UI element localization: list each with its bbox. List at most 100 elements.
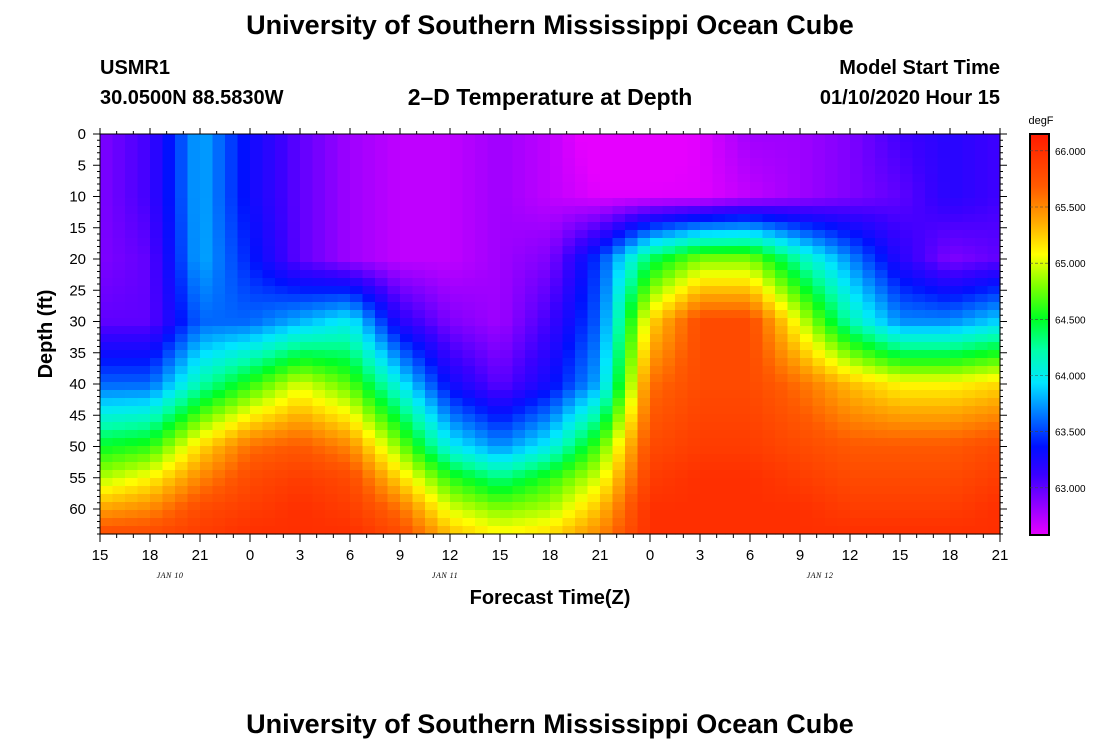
heatmap-cell <box>500 150 514 159</box>
heatmap-cell <box>975 318 989 327</box>
heatmap-cell <box>612 486 626 495</box>
heatmap-cell <box>462 326 476 335</box>
heatmap-cell <box>812 142 826 151</box>
heatmap-cell <box>125 502 139 511</box>
heatmap-cell <box>250 230 264 239</box>
heatmap-cell <box>700 238 714 247</box>
heatmap-cell <box>975 390 989 399</box>
heatmap-cell <box>312 342 326 351</box>
heatmap-cell <box>287 182 301 191</box>
heatmap-cell <box>562 398 576 407</box>
heatmap-cell <box>537 158 551 167</box>
heatmap-cell <box>287 206 301 215</box>
heatmap-cell <box>437 454 451 463</box>
heatmap-cell <box>525 302 539 311</box>
heatmap-cell <box>200 182 214 191</box>
heatmap-cell <box>650 382 664 391</box>
heatmap-cell <box>600 446 614 455</box>
heatmap-cell <box>687 454 701 463</box>
heatmap-cell <box>462 390 476 399</box>
heatmap-cell <box>750 150 764 159</box>
heatmap-cell <box>625 190 639 199</box>
heatmap-cell <box>825 254 839 263</box>
heatmap-cell <box>862 350 876 359</box>
heatmap-cell <box>612 518 626 527</box>
y-tick-label: 45 <box>69 407 86 424</box>
heatmap-cell <box>225 238 239 247</box>
heatmap-cell <box>612 334 626 343</box>
heatmap-cell <box>750 246 764 255</box>
heatmap-cell <box>737 422 751 431</box>
heatmap-cell <box>737 182 751 191</box>
heatmap-cell <box>600 398 614 407</box>
heatmap-cell <box>125 406 139 415</box>
heatmap-cell <box>175 438 189 447</box>
main-title: University of Southern Mississippi Ocean… <box>246 10 854 40</box>
heatmap-cell <box>300 358 314 367</box>
heatmap-cell <box>212 198 226 207</box>
heatmap-cell <box>587 430 601 439</box>
heatmap-cell <box>575 398 589 407</box>
heatmap-cell <box>287 302 301 311</box>
heatmap-cell <box>537 462 551 471</box>
heatmap-cell <box>675 526 689 535</box>
heatmap-cell <box>300 366 314 375</box>
heatmap-cell <box>837 158 851 167</box>
heatmap-cell <box>837 518 851 527</box>
heatmap-cell <box>137 510 151 519</box>
heatmap-cell <box>175 518 189 527</box>
heatmap-cell <box>875 390 889 399</box>
heatmap-cell <box>325 270 339 279</box>
heatmap-cell <box>287 414 301 423</box>
heatmap-cell <box>687 342 701 351</box>
heatmap-cell <box>200 366 214 375</box>
heatmap-cell <box>537 198 551 207</box>
heatmap-cell <box>800 270 814 279</box>
x-tick-label: 0 <box>646 547 654 564</box>
heatmap-cell <box>687 166 701 175</box>
heatmap-cell <box>287 390 301 399</box>
heatmap-cell <box>175 134 189 143</box>
heatmap-cell <box>725 486 739 495</box>
heatmap-cell <box>462 278 476 287</box>
heatmap-cell <box>262 286 276 295</box>
heatmap-cell <box>437 502 451 511</box>
heatmap-cell <box>775 406 789 415</box>
heatmap-cell <box>712 222 726 231</box>
heatmap-cell <box>462 214 476 223</box>
heatmap-cell <box>787 454 801 463</box>
heatmap-cell <box>575 222 589 231</box>
heatmap-cell <box>850 454 864 463</box>
heatmap-cell <box>662 262 676 271</box>
heatmap-cell <box>550 302 564 311</box>
heatmap-cell <box>950 222 964 231</box>
heatmap-cell <box>487 494 501 503</box>
heatmap-cell <box>937 414 951 423</box>
heatmap-cell <box>150 190 164 199</box>
heatmap-cell <box>325 398 339 407</box>
heatmap-cell <box>712 270 726 279</box>
heatmap-cell <box>950 254 964 263</box>
heatmap-cell <box>737 270 751 279</box>
y-tick-label: 10 <box>69 189 86 206</box>
heatmap-cell <box>887 382 901 391</box>
heatmap-cell <box>162 278 176 287</box>
heatmap-cell <box>912 214 926 223</box>
heatmap-cell <box>162 190 176 199</box>
heatmap-cell <box>975 310 989 319</box>
heatmap-cell <box>800 374 814 383</box>
heatmap-cell <box>650 142 664 151</box>
heatmap-cell <box>787 270 801 279</box>
heatmap-cell <box>700 526 714 535</box>
heatmap-cell <box>200 166 214 175</box>
heatmap-cell <box>950 166 964 175</box>
heatmap-cell <box>625 294 639 303</box>
heatmap-cell <box>175 278 189 287</box>
heatmap-cell <box>687 254 701 263</box>
heatmap-cell <box>150 398 164 407</box>
heatmap-cell <box>675 286 689 295</box>
heatmap-cell <box>487 182 501 191</box>
heatmap-cell <box>337 446 351 455</box>
heatmap-cell <box>312 286 326 295</box>
heatmap-cell <box>300 390 314 399</box>
